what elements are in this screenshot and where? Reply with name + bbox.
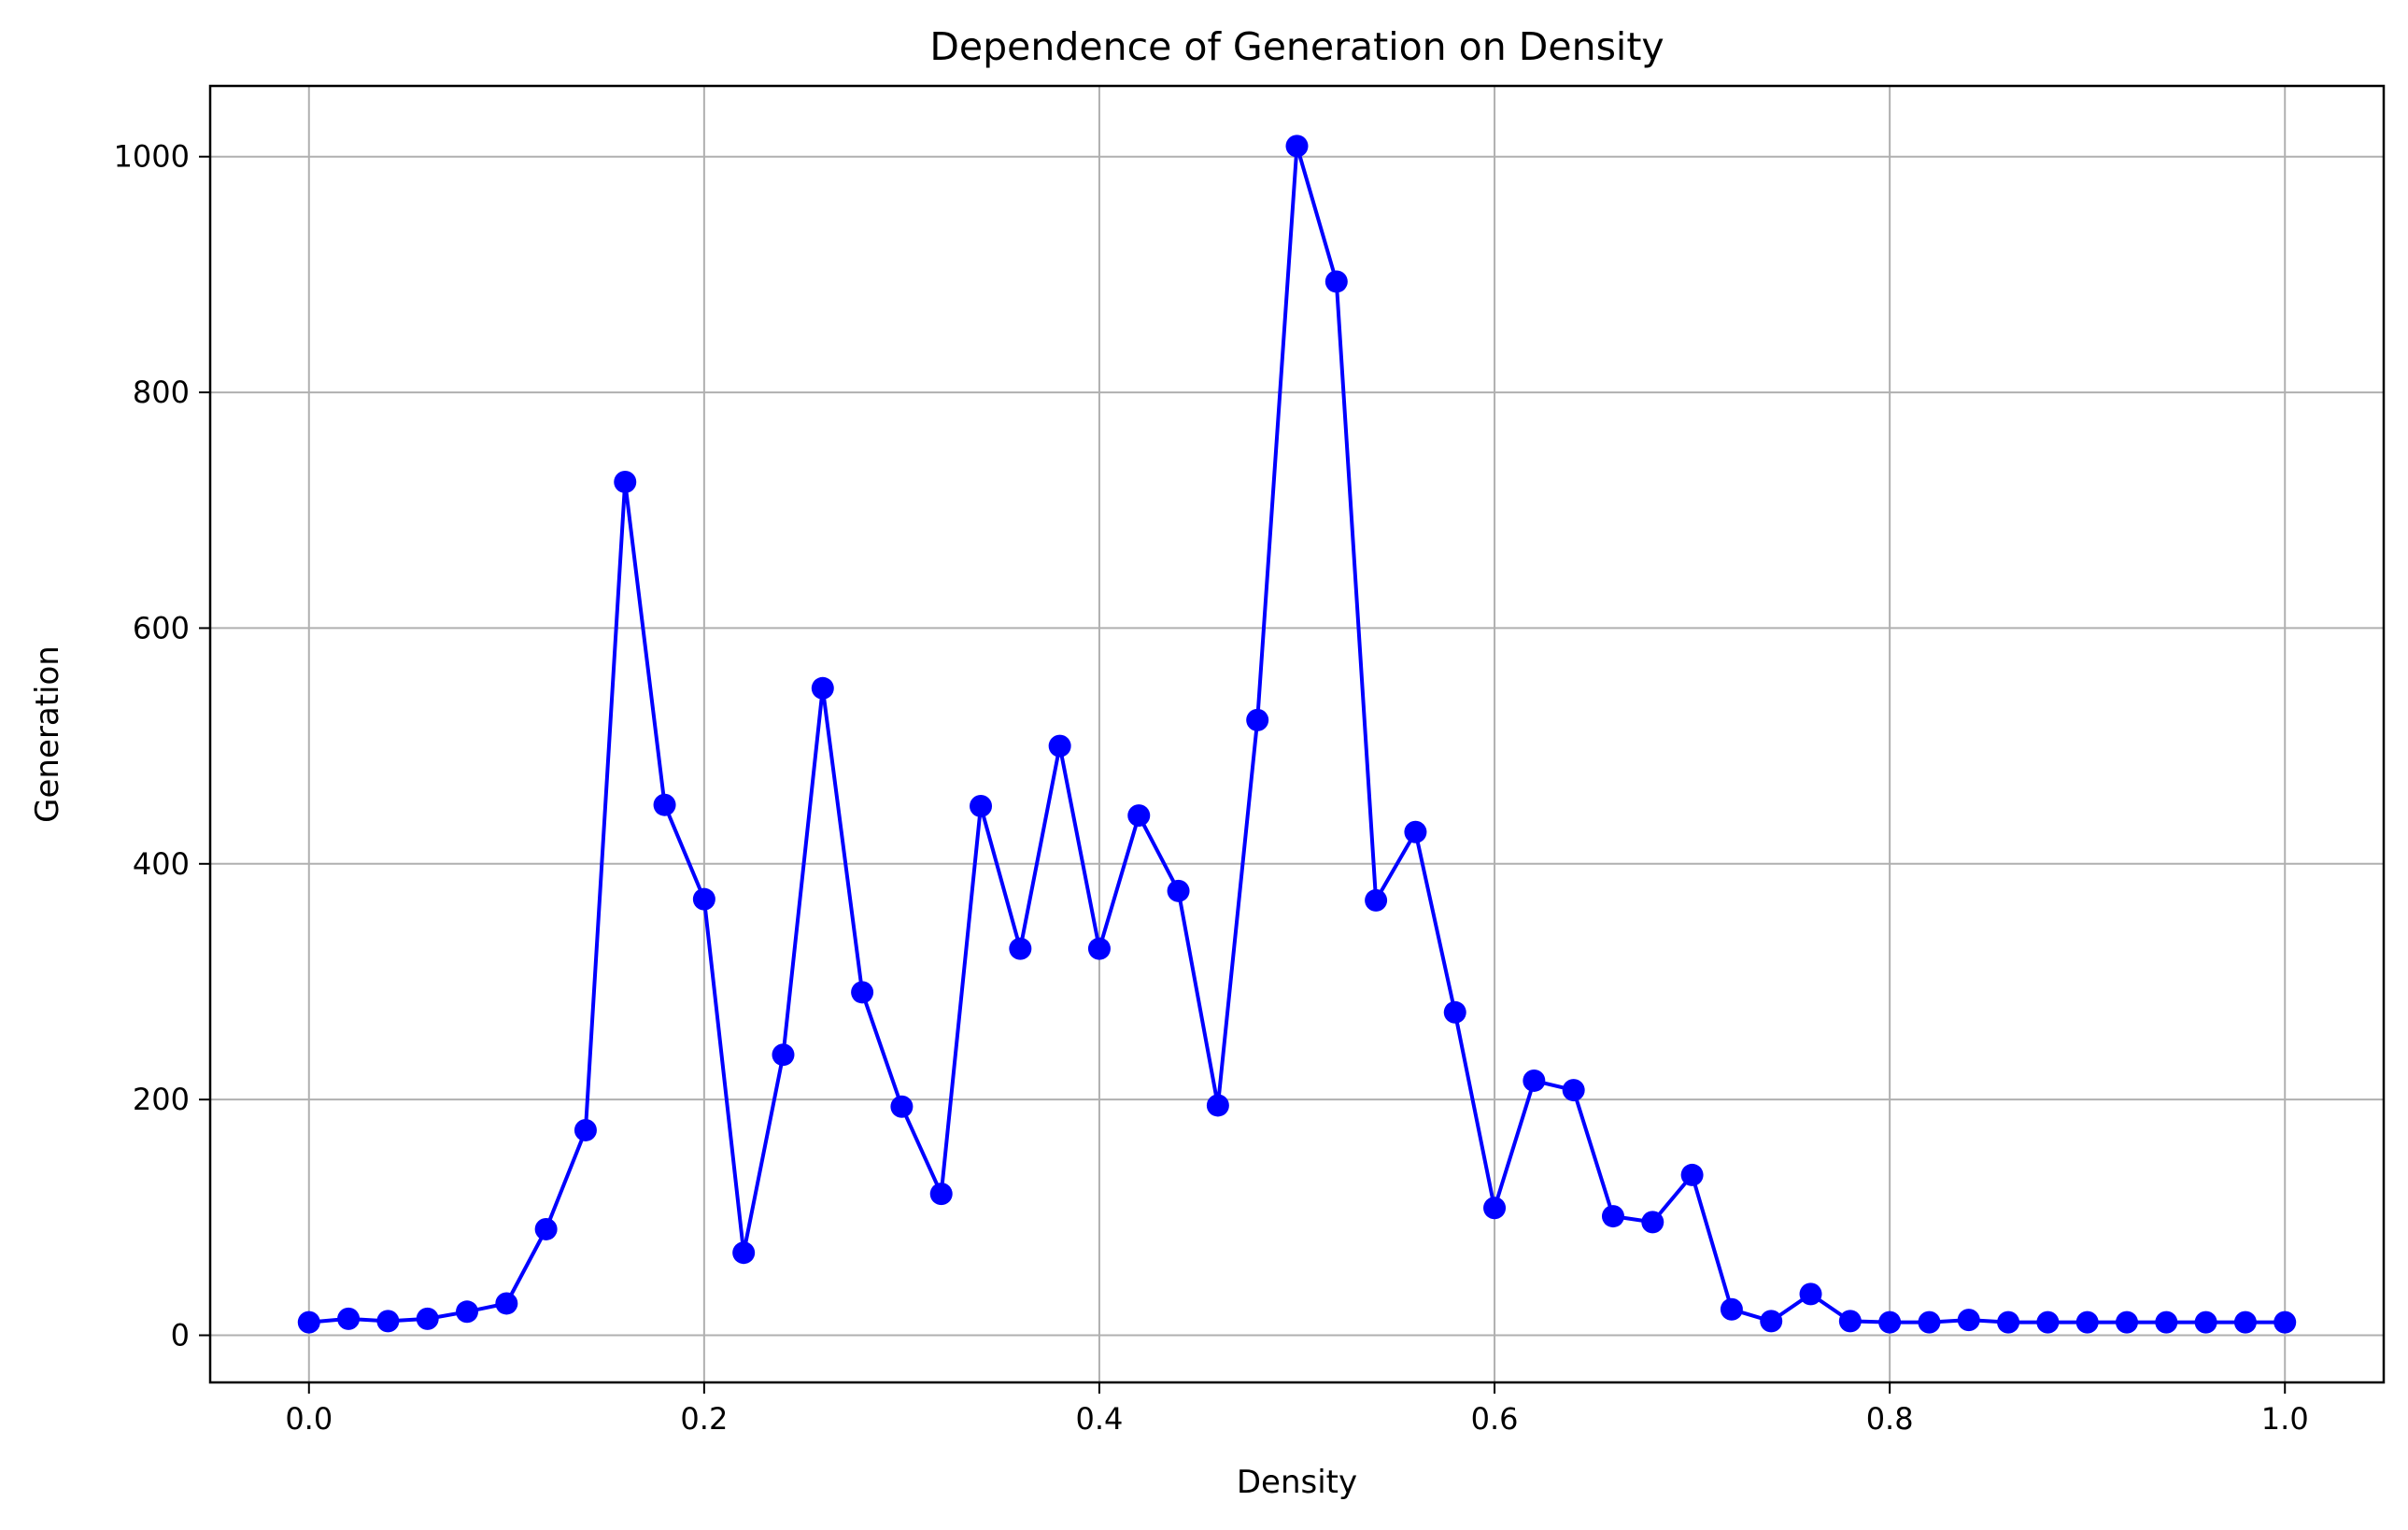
data-point [1167,879,1190,902]
x-tick-label: 0.6 [1471,1401,1519,1437]
data-series [297,135,2297,1334]
data-point [1246,708,1269,731]
data-point [1760,1310,1783,1333]
data-point [653,793,676,816]
data-point [1641,1211,1664,1234]
data-point [2036,1310,2060,1334]
data-point [692,887,715,911]
data-point [1720,1297,1743,1321]
data-point [811,676,834,700]
data-point [1483,1197,1507,1220]
data-point [890,1095,914,1118]
data-point [1087,937,1111,960]
data-point [2233,1310,2257,1334]
chart-title: Dependence of Generation on Density [929,24,1664,69]
data-point [2115,1310,2138,1334]
data-point [1048,734,1071,758]
data-point [495,1292,518,1315]
data-point [772,1043,795,1067]
y-tick-label: 1000 [114,139,190,175]
plot-frame [208,84,2386,1384]
data-point [1957,1309,1980,1332]
data-point [1206,1094,1229,1117]
data-point [929,1183,953,1206]
data-point [970,794,993,817]
data-point [2194,1310,2217,1334]
data-point [1523,1069,1546,1092]
x-tick-label: 0.2 [680,1401,728,1437]
grid [210,86,2384,1382]
data-point [1918,1310,1941,1334]
data-point [574,1118,597,1141]
x-axis-label: Density [1237,1464,1357,1501]
data-point [1285,135,1309,158]
data-point [297,1310,320,1334]
data-point [456,1300,479,1324]
data-point [1601,1205,1624,1228]
data-point [534,1217,558,1240]
x-tick-label: 0.8 [1866,1401,1914,1437]
data-point [1404,820,1427,843]
data-point [416,1307,439,1330]
data-point [614,470,637,493]
data-point [1878,1310,1902,1334]
data-point [851,981,874,1004]
data-point [1443,1000,1466,1024]
y-tick-label: 0 [171,1318,190,1353]
data-point [2155,1310,2178,1334]
axis-ticks: 0.0 0.2 0.4 0.6 0.8 1.0 0 200 400 600 800 1000 [114,139,2309,1437]
data-point [1799,1282,1822,1306]
data-point [2273,1310,2297,1334]
y-axis-label: Generation [29,645,66,823]
x-tick-label: 0.0 [285,1401,333,1437]
data-point [1562,1079,1585,1102]
x-tick-label: 1.0 [2261,1401,2309,1437]
data-point [376,1310,400,1333]
y-tick-label: 600 [133,610,190,645]
y-tick-label: 400 [133,846,190,882]
data-point [337,1307,361,1330]
data-point [1127,804,1151,828]
data-point [1997,1310,2020,1334]
data-point [732,1241,756,1265]
data-point [2075,1310,2099,1334]
x-tick-label: 0.4 [1076,1401,1124,1437]
data-point [1838,1310,1862,1333]
y-tick-label: 800 [133,375,190,410]
data-point [1365,888,1388,912]
data-point [1324,270,1348,293]
y-tick-label: 200 [133,1082,190,1117]
data-point [1680,1163,1704,1186]
data-point [1009,937,1032,960]
